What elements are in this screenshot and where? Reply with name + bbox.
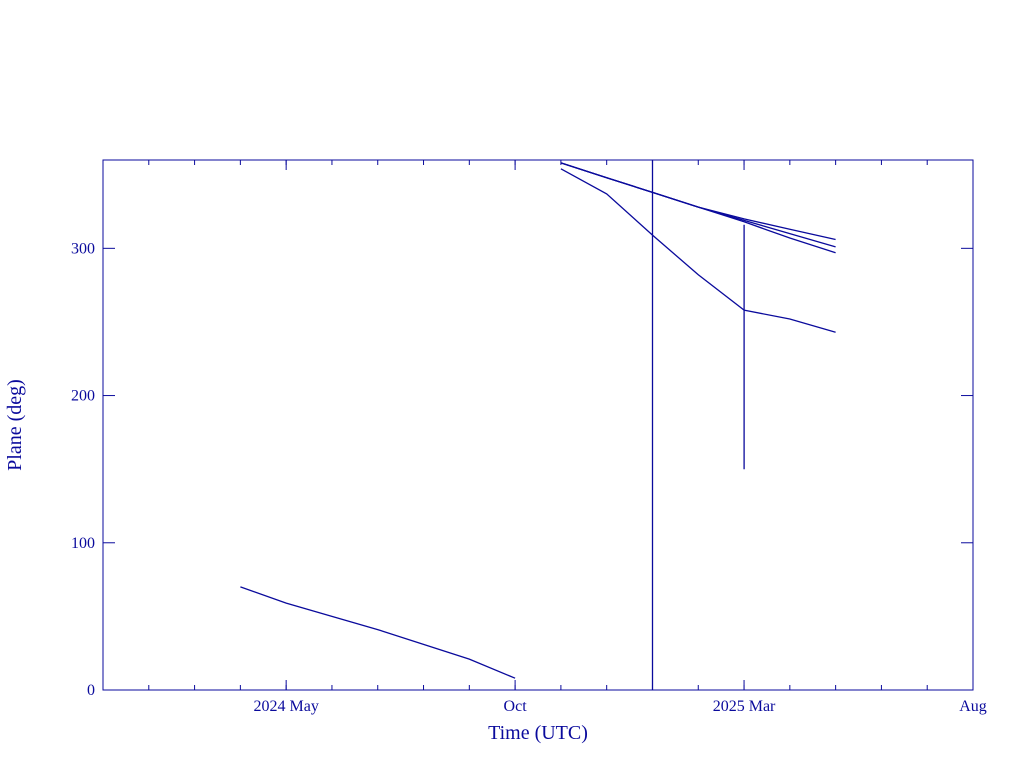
plot-frame	[102, 159, 974, 691]
y-tick-label: 200	[71, 388, 95, 405]
x-tick-label: 2025 Mar	[713, 698, 776, 715]
y-tick-label: 300	[71, 240, 95, 257]
y-tick-label: 100	[71, 535, 95, 552]
x-tick-label: Oct	[504, 698, 528, 715]
data-line	[560, 168, 836, 333]
x-tick-label: 2024 May	[253, 698, 318, 715]
y-tick-label: 0	[87, 682, 95, 699]
y-axis-label: Plane (deg)	[4, 379, 26, 471]
x-tick-label: Aug	[959, 698, 987, 715]
data-line	[240, 586, 516, 679]
data-line	[560, 162, 836, 248]
x-axis-label: Time (UTC)	[488, 722, 588, 744]
data-line	[560, 162, 836, 241]
